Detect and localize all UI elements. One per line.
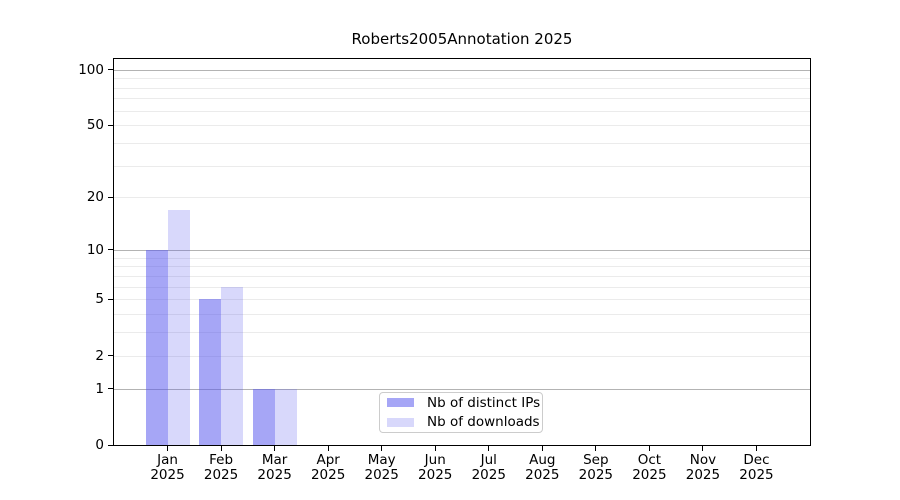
y-tick-label-50: 50 <box>86 117 104 134</box>
legend-swatch-distinct-ips <box>387 398 414 408</box>
x-tick-mark-apr <box>327 445 329 451</box>
x-tick-mark-sep <box>595 445 597 451</box>
y-tick-label-0: 0 <box>95 437 104 453</box>
y-tick-label-100: 100 <box>78 61 104 78</box>
x-tick-month: Jun <box>424 452 446 468</box>
x-tick-mark-oct <box>648 445 650 451</box>
minor-gridline-6 <box>114 286 810 288</box>
x-tick-mark-aug <box>541 445 543 451</box>
y-tick-mark-50 <box>108 124 114 126</box>
minor-gridline-8 <box>114 266 810 268</box>
bar-feb-downloads <box>221 286 244 445</box>
x-tick-month: Apr <box>316 452 340 468</box>
major-gridline-1 <box>114 388 810 390</box>
y-tick-label-10: 10 <box>86 241 104 258</box>
y-tick-mark-10 <box>108 249 114 251</box>
y-tick-label-20: 20 <box>86 189 104 206</box>
minor-gridline-40 <box>114 142 810 144</box>
y-tick-label-1: 1 <box>95 380 104 397</box>
legend: Nb of distinct IPs Nb of downloads <box>379 392 543 433</box>
x-tick-month: Sep <box>583 452 609 468</box>
x-tick-month: Oct <box>637 452 662 468</box>
minor-gridline-20 <box>114 197 810 199</box>
x-tick-label-mar: Mar 2025 <box>245 453 305 483</box>
x-tick-month: Jan <box>157 452 178 468</box>
minor-gridline-9 <box>114 257 810 259</box>
bar-jan-distinct-ips <box>145 249 168 445</box>
y-tick-mark-2 <box>108 355 114 357</box>
legend-swatch-downloads <box>387 417 414 427</box>
x-tick-year: 2025 <box>150 467 185 483</box>
x-tick-year: 2025 <box>739 467 774 483</box>
x-tick-month: Mar <box>261 452 288 468</box>
y-tick-mark-1 <box>108 388 114 390</box>
bar-mar-distinct-ips <box>252 388 275 445</box>
x-tick-month: Jul <box>480 452 497 468</box>
x-tick-mark-may <box>381 445 383 451</box>
x-tick-mark-dec <box>755 445 757 451</box>
x-tick-year: 2025 <box>257 467 292 483</box>
minor-gridline-2 <box>114 355 810 357</box>
minor-gridline-4 <box>114 314 810 316</box>
bar-mar-downloads <box>274 388 297 445</box>
y-tick-label-2: 2 <box>95 347 104 364</box>
x-tick-mark-jun <box>434 445 436 451</box>
x-tick-label-aug: Aug 2025 <box>512 453 572 483</box>
x-tick-mark-nov <box>702 445 704 451</box>
y-tick-mark-100 <box>108 69 114 71</box>
x-tick-label-dec: Dec 2025 <box>726 453 786 483</box>
legend-label-downloads: Nb of downloads <box>427 414 540 431</box>
x-tick-year: 2025 <box>685 467 721 483</box>
y-tick-mark-0 <box>108 444 114 446</box>
chart-title: Roberts2005Annotation 2025 <box>351 30 573 48</box>
x-tick-label-nov: Nov 2025 <box>673 453 733 483</box>
y-tick-mark-20 <box>108 196 114 198</box>
minor-gridline-50 <box>114 125 810 127</box>
x-tick-year: 2025 <box>364 467 399 483</box>
x-tick-year: 2025 <box>203 467 239 483</box>
y-tick-label-5: 5 <box>95 291 104 308</box>
minor-gridline-7 <box>114 275 810 277</box>
plot-area <box>114 59 810 445</box>
x-tick-label-oct: Oct 2025 <box>619 453 679 483</box>
x-tick-label-apr: Apr 2025 <box>298 453 358 483</box>
minor-gridline-90 <box>114 78 810 80</box>
x-tick-year: 2025 <box>578 467 614 483</box>
minor-gridline-70 <box>114 98 810 100</box>
x-tick-label-sep: Sep 2025 <box>566 453 626 483</box>
legend-item-distinct-ips: Nb of distinct IPs <box>387 393 542 413</box>
major-gridline-10 <box>114 249 810 251</box>
minor-gridline-3 <box>114 332 810 334</box>
minor-gridline-5 <box>114 299 810 301</box>
bar-jan-downloads <box>167 209 190 445</box>
x-tick-label-may: May 2025 <box>352 453 412 483</box>
x-tick-year: 2025 <box>525 467 560 483</box>
x-tick-year: 2025 <box>471 467 506 483</box>
x-tick-label-feb: Feb 2025 <box>191 453 251 483</box>
x-tick-month: May <box>367 452 396 468</box>
minor-gridline-60 <box>114 110 810 112</box>
x-tick-year: 2025 <box>310 467 346 483</box>
x-tick-mark-jan <box>167 445 169 451</box>
x-tick-label-jan: Jan 2025 <box>138 453 198 483</box>
y-tick-mark-5 <box>108 298 114 300</box>
x-tick-label-jun: Jun 2025 <box>405 453 465 483</box>
x-tick-month: Aug <box>529 452 556 468</box>
major-gridline-100 <box>114 69 810 71</box>
x-tick-month: Nov <box>689 452 717 468</box>
x-tick-month: Feb <box>209 452 234 468</box>
x-tick-month: Dec <box>743 452 770 468</box>
x-tick-mark-mar <box>274 445 276 451</box>
minor-gridline-80 <box>114 87 810 89</box>
x-tick-year: 2025 <box>632 467 667 483</box>
x-tick-mark-jul <box>488 445 490 451</box>
x-tick-mark-feb <box>220 445 222 451</box>
x-tick-year: 2025 <box>418 467 453 483</box>
x-tick-label-jul: Jul 2025 <box>459 453 519 483</box>
legend-item-downloads: Nb of downloads <box>387 413 542 433</box>
minor-gridline-30 <box>114 165 810 167</box>
bar-feb-distinct-ips <box>199 299 222 445</box>
legend-label-distinct-ips: Nb of distinct IPs <box>427 394 541 411</box>
